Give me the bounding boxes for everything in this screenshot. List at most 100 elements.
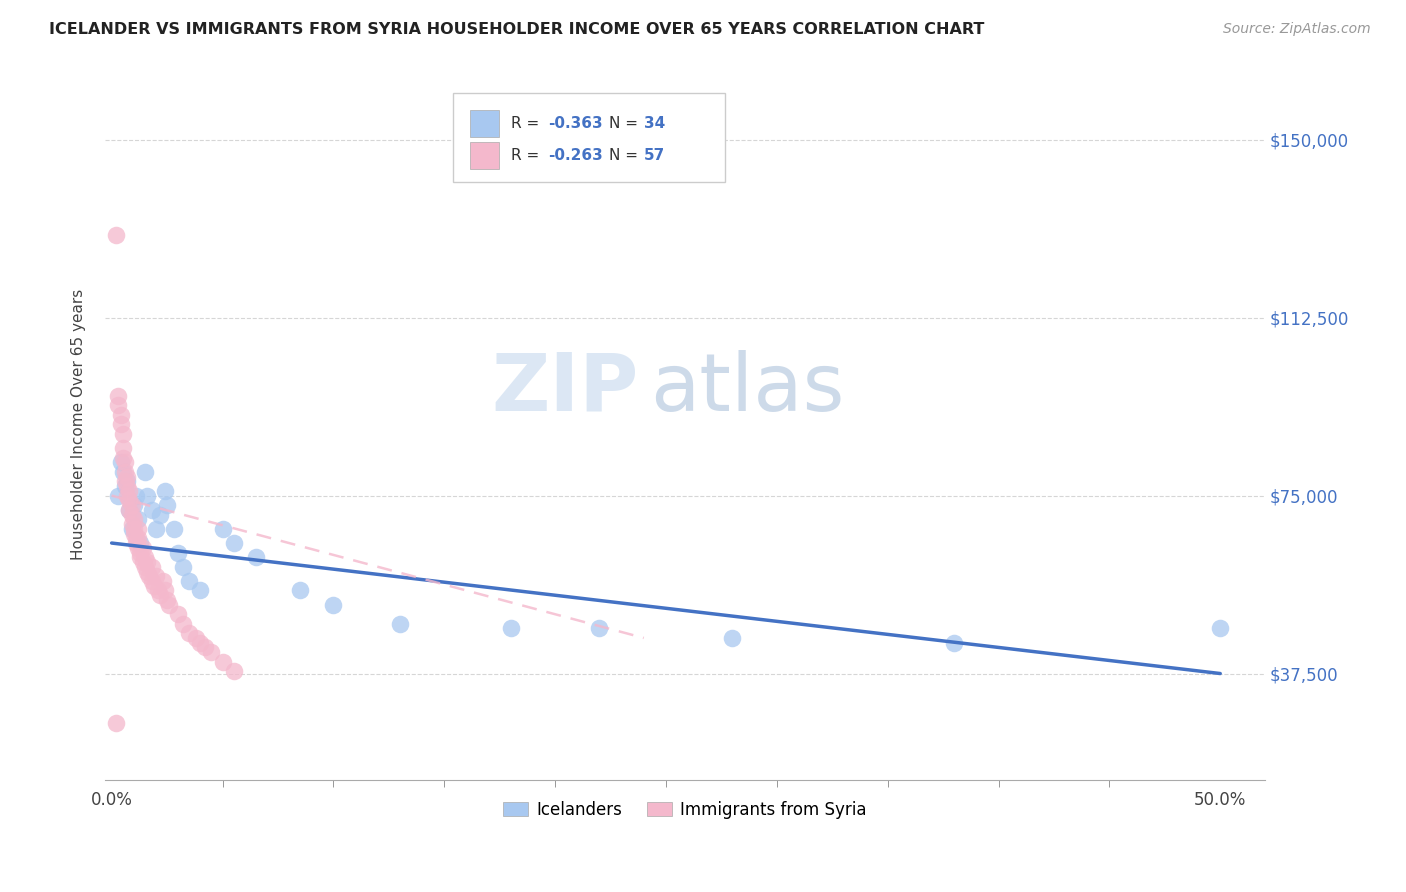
Point bbox=[115, 475, 138, 489]
Point bbox=[211, 655, 233, 669]
Text: 57: 57 bbox=[644, 148, 665, 163]
Text: N =: N = bbox=[609, 148, 644, 163]
Point bbox=[125, 489, 148, 503]
Point bbox=[111, 465, 134, 479]
Point bbox=[107, 389, 129, 403]
Point bbox=[721, 631, 744, 645]
Point bbox=[322, 598, 344, 612]
Point bbox=[114, 455, 136, 469]
Point bbox=[136, 555, 159, 569]
Point bbox=[200, 645, 222, 659]
Point bbox=[122, 526, 145, 541]
Point bbox=[148, 583, 170, 598]
Point bbox=[118, 483, 141, 498]
Point bbox=[188, 583, 211, 598]
Point bbox=[222, 536, 245, 550]
Point bbox=[136, 565, 159, 579]
Point bbox=[131, 541, 153, 555]
Point bbox=[121, 517, 143, 532]
Point bbox=[149, 508, 172, 522]
Point bbox=[114, 479, 136, 493]
FancyBboxPatch shape bbox=[470, 143, 499, 169]
Text: N =: N = bbox=[609, 116, 644, 131]
Text: R =: R = bbox=[510, 148, 544, 163]
Point bbox=[943, 636, 966, 650]
Point bbox=[105, 227, 128, 242]
Point bbox=[115, 469, 138, 483]
Point bbox=[134, 559, 156, 574]
Point bbox=[288, 583, 311, 598]
Point bbox=[222, 664, 245, 678]
Point bbox=[149, 588, 172, 602]
Point bbox=[131, 555, 153, 569]
Point bbox=[110, 417, 132, 432]
Point bbox=[134, 550, 156, 565]
Point bbox=[163, 522, 186, 536]
Point bbox=[127, 512, 149, 526]
Point bbox=[118, 493, 141, 508]
Point bbox=[588, 622, 610, 636]
Point bbox=[121, 522, 143, 536]
Point bbox=[179, 574, 201, 588]
Point bbox=[388, 616, 411, 631]
Point bbox=[111, 426, 134, 441]
Point bbox=[172, 559, 194, 574]
FancyBboxPatch shape bbox=[470, 110, 499, 136]
Point bbox=[145, 569, 167, 583]
Point bbox=[194, 640, 217, 655]
Point bbox=[138, 569, 160, 583]
Point bbox=[129, 536, 152, 550]
Y-axis label: Householder Income Over 65 years: Householder Income Over 65 years bbox=[72, 289, 86, 560]
Point bbox=[153, 483, 176, 498]
Point bbox=[107, 489, 129, 503]
Point bbox=[141, 559, 163, 574]
Point bbox=[107, 399, 129, 413]
Point bbox=[115, 479, 138, 493]
Point bbox=[142, 579, 165, 593]
Point bbox=[111, 450, 134, 465]
Text: -0.263: -0.263 bbox=[548, 148, 603, 163]
Point bbox=[179, 626, 201, 640]
Point bbox=[245, 550, 267, 565]
Point bbox=[122, 522, 145, 536]
Text: R =: R = bbox=[510, 116, 544, 131]
Point bbox=[156, 593, 179, 607]
Point bbox=[167, 545, 190, 559]
Point bbox=[134, 465, 156, 479]
Point bbox=[157, 598, 180, 612]
Point bbox=[188, 636, 211, 650]
Point bbox=[127, 522, 149, 536]
Text: atlas: atlas bbox=[650, 350, 845, 428]
Point bbox=[121, 508, 143, 522]
Point bbox=[114, 475, 136, 489]
Text: ICELANDER VS IMMIGRANTS FROM SYRIA HOUSEHOLDER INCOME OVER 65 YEARS CORRELATION : ICELANDER VS IMMIGRANTS FROM SYRIA HOUSE… bbox=[49, 22, 984, 37]
Point bbox=[184, 631, 207, 645]
Point bbox=[122, 498, 145, 512]
Point bbox=[111, 441, 134, 455]
Point bbox=[1209, 622, 1232, 636]
Point bbox=[136, 489, 159, 503]
Text: 34: 34 bbox=[644, 116, 665, 131]
Point bbox=[167, 607, 190, 622]
Point bbox=[118, 503, 141, 517]
Point bbox=[105, 716, 128, 731]
Point bbox=[125, 536, 148, 550]
Text: ZIP: ZIP bbox=[491, 350, 638, 428]
Point bbox=[153, 583, 176, 598]
Point bbox=[141, 574, 163, 588]
Point bbox=[129, 545, 152, 559]
Point bbox=[211, 522, 233, 536]
Point bbox=[110, 455, 132, 469]
Point bbox=[122, 512, 145, 526]
Point bbox=[172, 616, 194, 631]
Point bbox=[145, 522, 167, 536]
Text: -0.363: -0.363 bbox=[548, 116, 603, 131]
Point bbox=[121, 498, 143, 512]
Point bbox=[114, 465, 136, 479]
Point bbox=[156, 498, 179, 512]
Point bbox=[152, 574, 174, 588]
Point bbox=[110, 408, 132, 422]
FancyBboxPatch shape bbox=[453, 94, 725, 182]
Point bbox=[499, 622, 522, 636]
Point bbox=[129, 550, 152, 565]
